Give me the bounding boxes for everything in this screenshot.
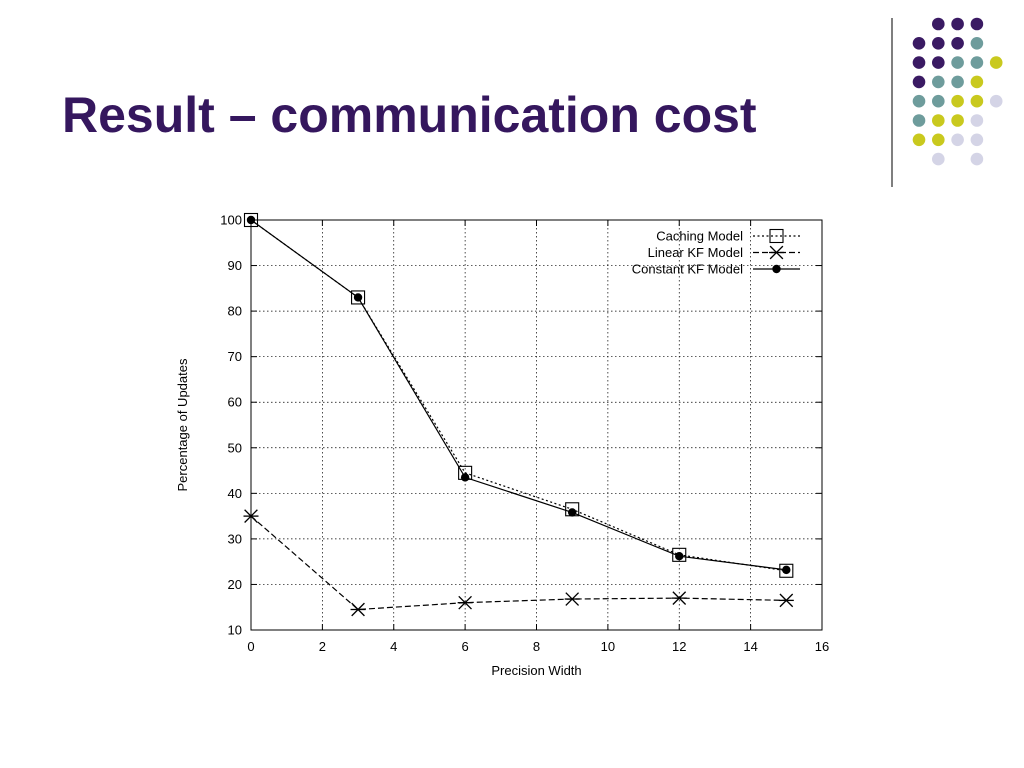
series-line <box>250 219 787 572</box>
x-tick-label: 8 <box>533 639 540 654</box>
y-tick-label: 30 <box>228 531 242 546</box>
x-tick-label: 6 <box>462 639 469 654</box>
y-tick-label: 80 <box>228 304 242 319</box>
legend-label: Constant KF Model <box>632 262 743 277</box>
data-point-dot <box>246 215 256 225</box>
y-tick-label: 70 <box>228 349 242 364</box>
data-point-dot <box>567 508 577 517</box>
x-tick-label: 12 <box>672 639 686 654</box>
slide-title: Result – communication cost <box>62 87 757 143</box>
data-point-dot <box>782 565 791 575</box>
series-line <box>250 515 787 611</box>
series-line <box>250 219 787 571</box>
data-point-square <box>351 290 366 305</box>
data-point-asterisk <box>457 595 473 610</box>
data-point-dot <box>772 264 781 274</box>
x-tick-label: 4 <box>390 639 397 654</box>
data-point-asterisk <box>243 509 259 523</box>
x-tick-label: 16 <box>815 639 829 654</box>
chart-series <box>243 212 794 617</box>
data-point-dot <box>353 293 363 302</box>
chart-grid <box>251 220 822 630</box>
legend-label: Linear KF Model <box>648 245 743 260</box>
data-point-square <box>243 212 259 228</box>
x-tick-label: 0 <box>247 639 254 654</box>
data-point-asterisk <box>671 591 687 605</box>
y-tick-label: 100 <box>220 213 242 228</box>
x-tick-label: 14 <box>743 639 757 654</box>
y-tick-label: 60 <box>228 395 242 410</box>
y-tick-label: 40 <box>228 486 242 501</box>
axis-ticks: 0 2 4 6 8 10 12 14 16 10 20 30 40 50 60 70 80 90 100 <box>220 213 829 655</box>
data-point-asterisk <box>350 602 366 617</box>
data-point-square <box>779 563 794 578</box>
y-tick-label: 10 <box>228 623 242 638</box>
data-point-asterisk <box>564 592 580 606</box>
legend-label: Caching Model <box>656 229 743 244</box>
data-point-square <box>769 228 784 244</box>
y-tick-label: 20 <box>228 577 242 592</box>
data-point-asterisk <box>769 245 784 260</box>
y-axis-label: Percentage of Updates <box>175 358 190 491</box>
y-tick-label: 50 <box>228 440 242 455</box>
data-point-dot <box>460 473 470 482</box>
x-tick-label: 10 <box>601 639 615 654</box>
data-point-asterisk <box>778 593 794 608</box>
data-point-square <box>672 547 687 562</box>
x-tick-label: 2 <box>319 639 326 654</box>
data-point-dot <box>675 552 684 561</box>
y-tick-label: 90 <box>228 258 242 273</box>
x-axis-label: Precision Width <box>491 663 581 678</box>
